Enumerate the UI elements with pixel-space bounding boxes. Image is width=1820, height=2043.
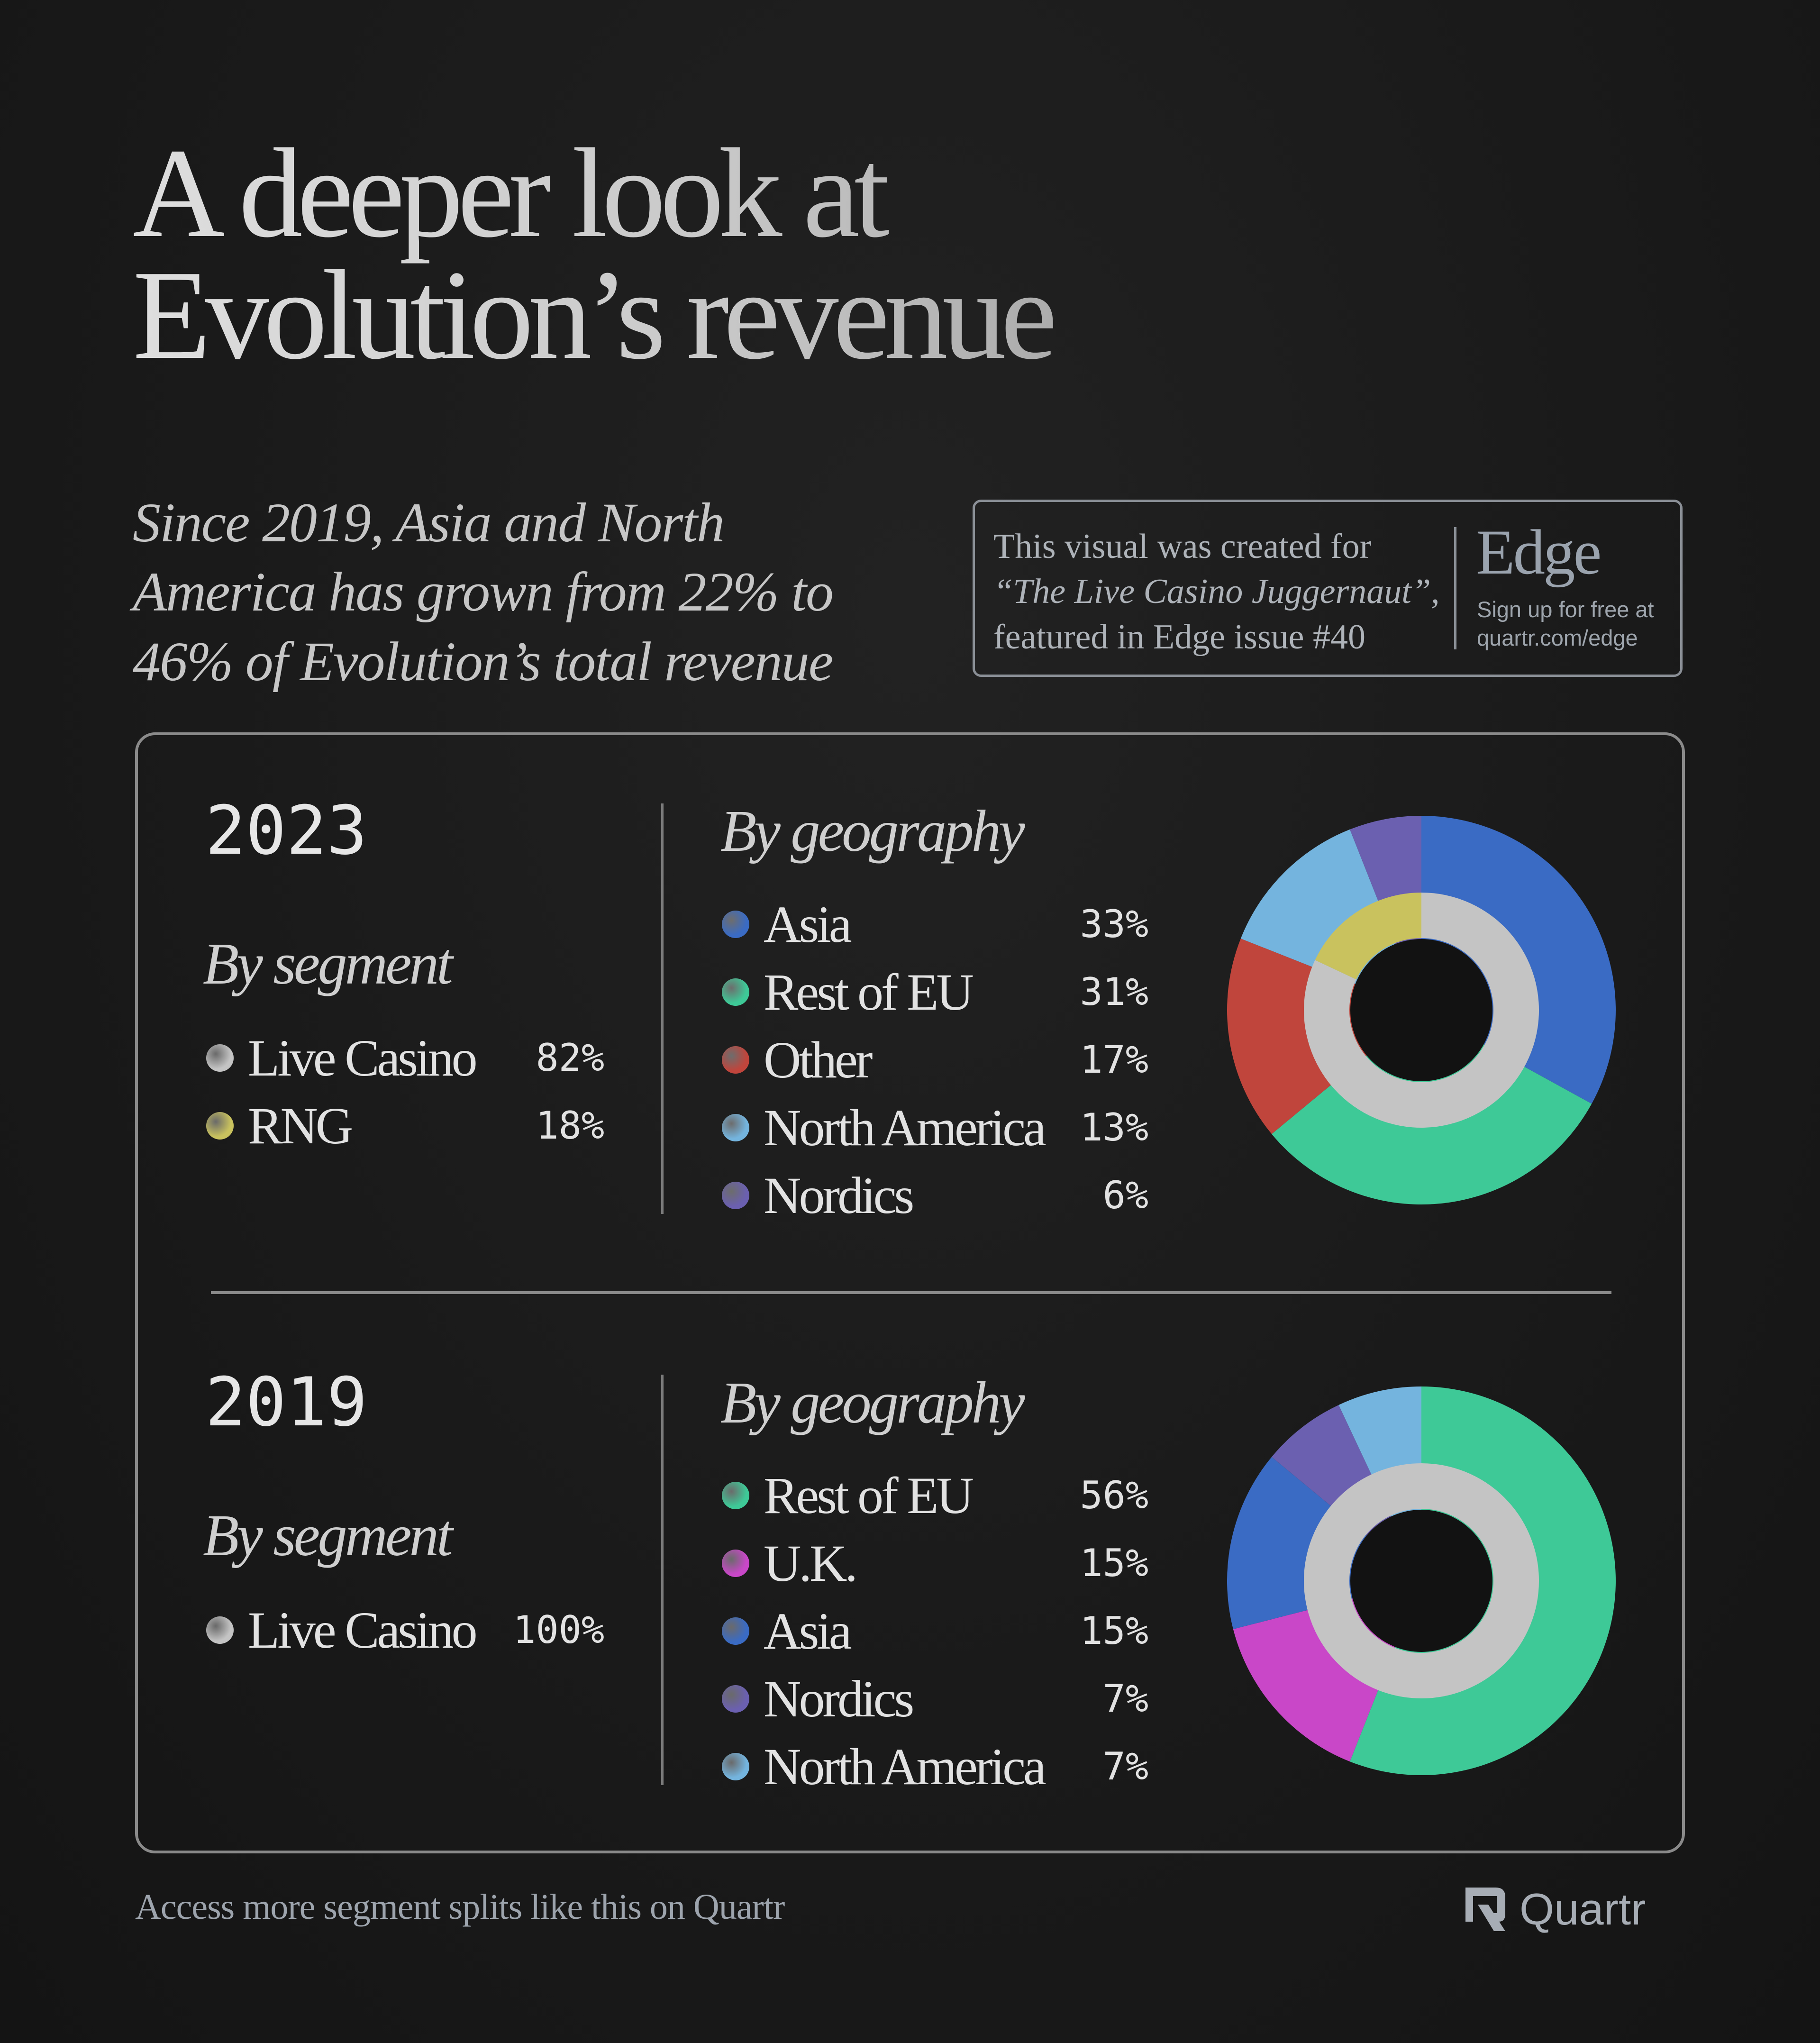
geography-2019-u-k-dot	[722, 1549, 749, 1577]
column-divider-2019	[661, 1375, 664, 1785]
geography-2019-rest-of-eu-dot	[722, 1481, 749, 1509]
year-2023: 2023	[205, 792, 367, 870]
edge-signup-line-1: Sign up for free at	[1477, 597, 1654, 622]
geography-2023-nordics-value: 6%	[1102, 1173, 1148, 1217]
geography-2019-u-k-value: 15%	[1080, 1541, 1149, 1585]
donut-chart-2023	[1227, 816, 1616, 1204]
subtitle-line-2: America has grown from 22% to	[133, 561, 834, 623]
geography-2019-north-america-dot	[722, 1752, 749, 1780]
geography-2023-asia-value: 33%	[1080, 902, 1149, 946]
geography-2023-asia: Asia 33%	[722, 890, 1148, 958]
segment-2023-rng-value: 18%	[536, 1104, 605, 1148]
geography-2019-nordics-value: 7%	[1102, 1677, 1148, 1721]
geography-2019-north-america-label: North America	[764, 1737, 1046, 1796]
geography-2023-nordics-label: Nordics	[764, 1166, 914, 1224]
geography-2023-nordics: Nordics 6%	[722, 1161, 1148, 1229]
geography-2023-north-america-value: 13%	[1080, 1105, 1149, 1149]
geography-2023-other: Other 17%	[722, 1026, 1148, 1094]
geography-2019-nordics-label: Nordics	[764, 1669, 914, 1728]
title-line-2: Evolution’s revenue	[133, 244, 1052, 386]
edge-info-box[interactable]	[973, 500, 1683, 677]
section-divider	[211, 1291, 1611, 1294]
geography-heading-2023: By geography	[720, 799, 1025, 864]
column-divider-2023	[661, 803, 664, 1214]
geography-2023-rest-of-eu-value: 31%	[1080, 970, 1149, 1014]
geography-2019-u-k-label: U.K.	[764, 1534, 858, 1592]
segment-2019-live-casino: Live Casino 100%	[206, 1596, 604, 1664]
segment-slice-live-casino	[1304, 1463, 1539, 1698]
geography-heading-2019: By geography	[720, 1370, 1025, 1436]
geography-2023-other-label: Other	[764, 1031, 873, 1089]
edge-info-line-2: “The Live Casino Juggernaut”,	[993, 572, 1440, 611]
geography-2019-rest-of-eu-label: Rest of EU	[764, 1466, 974, 1524]
geography-2019-u-k: U.K. 15%	[722, 1529, 1148, 1597]
year-2019: 2019	[205, 1363, 367, 1441]
segment-2019-live-casino-dot	[206, 1616, 234, 1644]
segment-legend-2023: Live Casino 82% RNG 18%	[206, 1024, 604, 1159]
edge-logo: Edge	[1476, 517, 1602, 588]
segment-legend-2019: Live Casino 100%	[206, 1596, 604, 1664]
segment-slice-rng	[1315, 893, 1421, 980]
segment-heading-2019: By segment	[203, 1503, 453, 1569]
donut-chart-2019	[1227, 1386, 1616, 1775]
subtitle: Since 2019, Asia and North America has g…	[133, 488, 915, 696]
geography-2019-asia: Asia 15%	[722, 1597, 1148, 1665]
segment-2019-live-casino-label: Live Casino	[248, 1601, 478, 1659]
edge-info-text: This visual was created for “The Live Ca…	[993, 524, 1444, 660]
geography-2019-north-america: North America 7%	[722, 1733, 1148, 1800]
page-title: A deeper look at Evolution’s revenue	[133, 133, 1412, 376]
segment-2023-live-casino: Live Casino 82%	[206, 1024, 604, 1092]
geography-legend-2019: Rest of EU 56% U.K. 15% Asia 15% Nordics 7% Nort…	[722, 1461, 1148, 1800]
edge-signup-link[interactable]: quartr.com/edge	[1477, 625, 1638, 651]
footer-link[interactable]: Access more segment splits like this on …	[135, 1887, 785, 1927]
edge-divider	[1454, 527, 1456, 649]
segment-2023-live-casino-value: 82%	[536, 1036, 605, 1080]
geography-2023-north-america: North America 13%	[722, 1094, 1148, 1161]
geography-2023-rest-of-eu-dot	[722, 978, 749, 1006]
geography-2019-asia-label: Asia	[764, 1602, 852, 1660]
geography-2023-north-america-dot	[722, 1113, 749, 1141]
segment-slice-live-casino	[1304, 893, 1539, 1128]
geography-legend-2023: Asia 33% Rest of EU 31% Other 17% North Americ…	[722, 890, 1148, 1229]
geography-2023-asia-dot	[722, 910, 749, 938]
geography-2023-other-dot	[722, 1046, 749, 1074]
segment-2023-rng: RNG 18%	[206, 1092, 604, 1159]
edge-signup[interactable]: Sign up for free at quartr.com/edge	[1477, 595, 1676, 652]
quartr-logo[interactable]: Quartr	[1459, 1881, 1705, 1938]
geography-2023-rest-of-eu: Rest of EU 31%	[722, 958, 1148, 1026]
geography-2019-asia-value: 15%	[1080, 1609, 1149, 1653]
geography-2019-nordics-dot	[722, 1685, 749, 1713]
donut-hole	[1350, 1510, 1492, 1652]
geography-2023-north-america-label: North America	[764, 1098, 1046, 1157]
quartr-logo-text: Quartr	[1520, 1884, 1646, 1934]
edge-info-line-1: This visual was created for	[993, 527, 1372, 566]
geography-2023-nordics-dot	[722, 1181, 749, 1209]
donut-hole	[1350, 939, 1492, 1081]
edge-info-line-3: featured in Edge issue #40	[993, 617, 1365, 657]
subtitle-line-1: Since 2019, Asia and North	[133, 492, 725, 554]
segment-heading-2023: By segment	[203, 931, 453, 997]
segment-2019-live-casino-value: 100%	[513, 1608, 604, 1652]
segment-2023-rng-label: RNG	[248, 1096, 353, 1155]
geography-2019-north-america-value: 7%	[1102, 1744, 1148, 1788]
geography-2023-asia-label: Asia	[764, 895, 852, 953]
title-line-1: A deeper look at	[133, 122, 884, 264]
geography-2019-nordics: Nordics 7%	[722, 1665, 1148, 1733]
geography-2023-rest-of-eu-label: Rest of EU	[764, 963, 974, 1021]
charts-panel	[135, 732, 1685, 1853]
geography-2023-other-value: 17%	[1080, 1038, 1149, 1082]
geography-2019-asia-dot	[722, 1617, 749, 1645]
subtitle-line-3: 46% of Evolution’s total revenue	[133, 630, 833, 693]
geography-2019-rest-of-eu: Rest of EU 56%	[722, 1461, 1148, 1529]
geography-2019-rest-of-eu-value: 56%	[1080, 1473, 1149, 1517]
quartr-logo-icon	[1465, 1888, 1505, 1931]
segment-2023-live-casino-label: Live Casino	[248, 1029, 478, 1087]
segment-2023-rng-dot	[206, 1112, 234, 1140]
segment-2023-live-casino-dot	[206, 1044, 234, 1072]
